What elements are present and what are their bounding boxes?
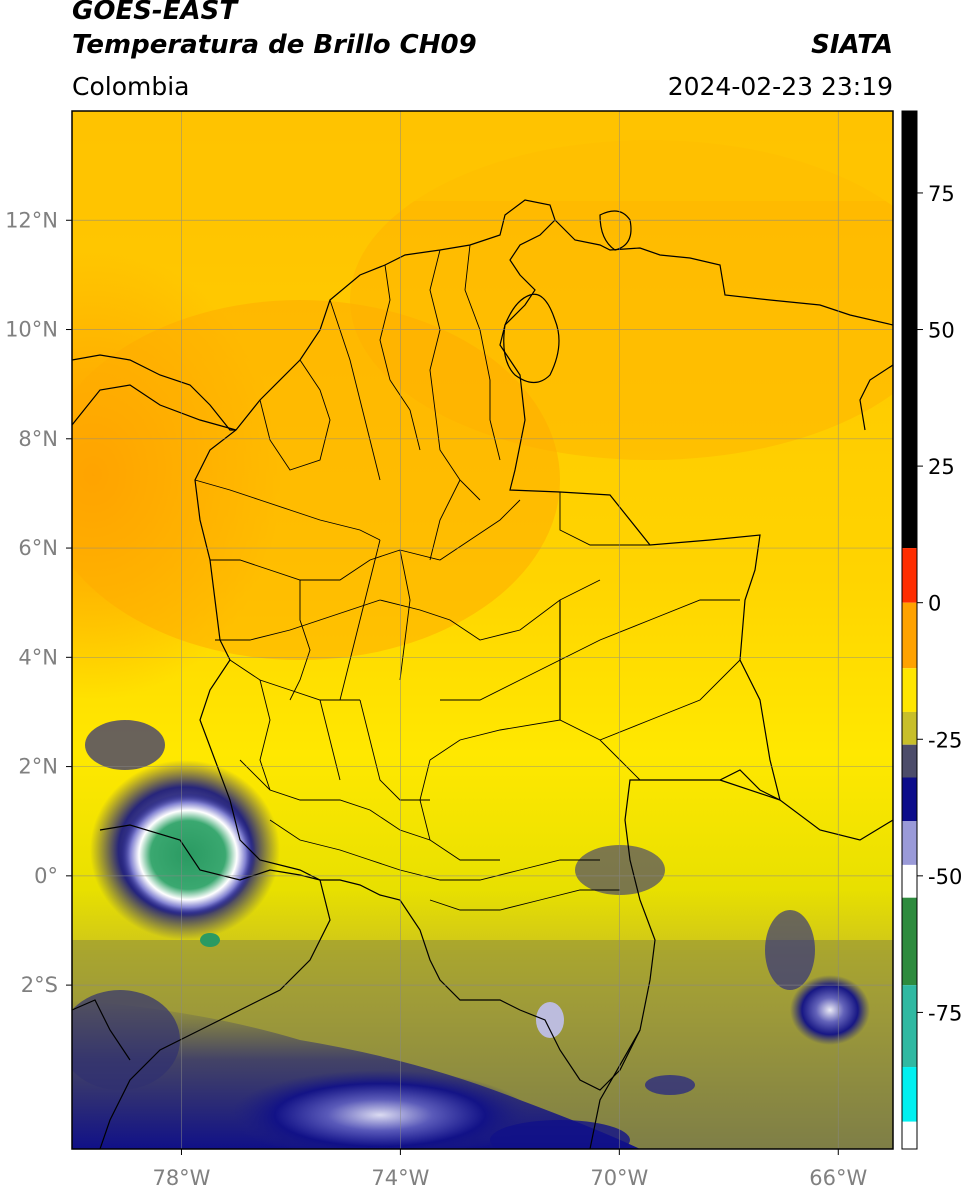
latitude-tick-label: 4°N (18, 645, 58, 669)
panama-border (72, 354, 236, 431)
colorbar-segment (902, 864, 917, 898)
colorbar-segment (902, 1067, 917, 1122)
latitude-tick-label: 12°N (5, 208, 58, 232)
colorbar-segment (902, 111, 917, 549)
colorbar-segment (902, 985, 917, 1068)
colorbar-tick-label: 75 (928, 182, 955, 206)
ecuador-border (99, 824, 331, 1149)
colorbar-segment (902, 821, 917, 865)
latitude-tick-label: 6°N (18, 536, 58, 560)
map-gridlines (72, 111, 893, 1149)
longitude-tick-label: 74°W (371, 1166, 429, 1190)
colorbar-tick-label: -50 (928, 865, 962, 889)
colorbar-segment (902, 777, 917, 822)
colorbar-segment (902, 744, 917, 778)
colorbar-tick-label: -75 (928, 1001, 962, 1025)
colorbar-tick-label: -25 (928, 728, 962, 752)
organization-label: SIATA (811, 30, 893, 60)
colorbar-tick-label: 50 (928, 319, 955, 343)
satellite-imagery (72, 111, 893, 1149)
longitude-tick-label: 66°W (809, 1166, 867, 1190)
colorbar: 75 50 25 0 -25 -50 -75 (901, 110, 962, 1150)
colorbar-segment (902, 548, 917, 603)
map-frame (71, 110, 894, 1150)
map-subtitle: Temperatura de Brillo CH09 (72, 30, 477, 60)
colorbar-segment (902, 897, 917, 986)
colorbar-segment (902, 711, 917, 745)
colorbar-segment (902, 602, 917, 669)
region-label: Colombia (72, 72, 190, 101)
latitude-tick-label: 2°N (18, 755, 58, 779)
colorbar-tick-label: 0 (928, 592, 941, 616)
colorbar-frame (901, 110, 918, 1150)
map-axis-ticks: 78°W 74°W 70°W 66°W 12°N 10°N 8°N 6°N 4°N 2°N 0° 2°… (5, 208, 867, 1190)
latitude-tick-label: 0° (34, 864, 58, 888)
venezuela-coast (554, 219, 893, 326)
country-borders (72, 199, 893, 1149)
colorbar-segment (902, 668, 917, 712)
datetime-label: 2024-02-23 23:19 (667, 72, 893, 101)
map-title: GOES-EAST (72, 0, 238, 26)
colorbar-segment (902, 1121, 917, 1149)
latitude-tick-label: 8°N (18, 427, 58, 451)
longitude-tick-label: 78°W (152, 1166, 210, 1190)
latitude-tick-label: 10°N (5, 318, 58, 342)
latitude-tick-label: 2°S (21, 973, 58, 997)
longitude-tick-label: 70°W (590, 1166, 648, 1190)
colorbar-tick-label: 25 (928, 455, 955, 479)
